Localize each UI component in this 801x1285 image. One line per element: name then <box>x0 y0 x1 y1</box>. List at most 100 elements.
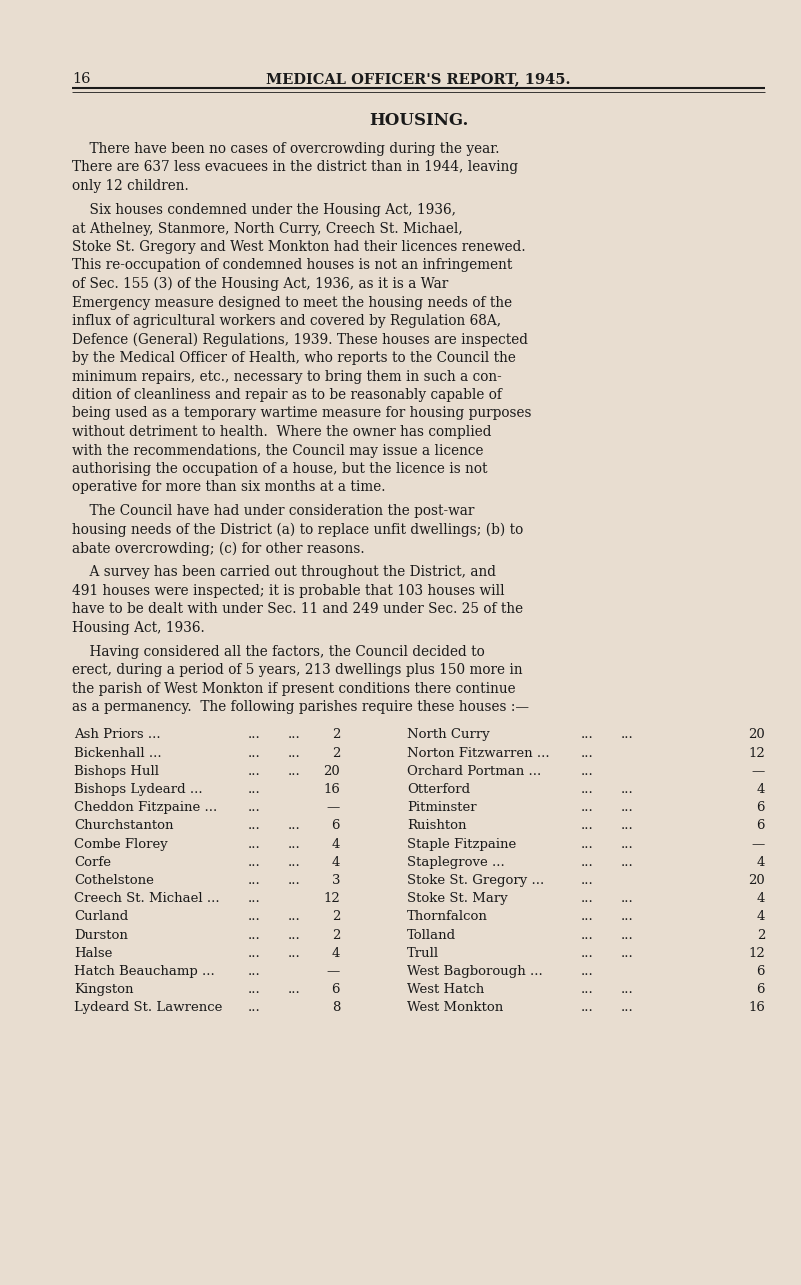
Text: minimum repairs, etc., necessary to bring them in such a con-: minimum repairs, etc., necessary to brin… <box>72 370 501 383</box>
Text: ...: ... <box>248 911 260 924</box>
Text: ...: ... <box>621 856 634 869</box>
Text: as a permanency.  The following parishes require these houses :—: as a permanency. The following parishes … <box>72 700 529 714</box>
Text: ...: ... <box>581 874 594 887</box>
Text: erect, during a period of 5 years, 213 dwellings plus 150 more in: erect, during a period of 5 years, 213 d… <box>72 663 522 677</box>
Text: ...: ... <box>248 892 260 906</box>
Text: being used as a temporary wartime measure for housing purposes: being used as a temporary wartime measur… <box>72 406 532 420</box>
Text: 4: 4 <box>332 838 340 851</box>
Text: Ruishton: Ruishton <box>407 820 466 833</box>
Text: Creech St. Michael ...: Creech St. Michael ... <box>74 892 219 906</box>
Text: only 12 children.: only 12 children. <box>72 179 189 193</box>
Text: 491 houses were inspected; it is probable that 103 houses will: 491 houses were inspected; it is probabl… <box>72 583 505 598</box>
Text: ...: ... <box>581 783 594 797</box>
Text: Durston: Durston <box>74 929 128 942</box>
Text: ...: ... <box>288 911 300 924</box>
Text: 8: 8 <box>332 1001 340 1014</box>
Text: ...: ... <box>288 929 300 942</box>
Text: —: — <box>752 765 765 777</box>
Text: ...: ... <box>248 874 260 887</box>
Text: Pitminster: Pitminster <box>407 802 477 815</box>
Text: 20: 20 <box>748 729 765 741</box>
Text: ...: ... <box>621 947 634 960</box>
Text: Staple Fitzpaine: Staple Fitzpaine <box>407 838 517 851</box>
Text: without detriment to health.  Where the owner has complied: without detriment to health. Where the o… <box>72 425 492 439</box>
Text: Lydeard St. Lawrence: Lydeard St. Lawrence <box>74 1001 223 1014</box>
Text: ...: ... <box>288 983 300 996</box>
Text: ...: ... <box>621 1001 634 1014</box>
Text: ...: ... <box>248 729 260 741</box>
Text: Cothelstone: Cothelstone <box>74 874 154 887</box>
Text: ...: ... <box>621 911 634 924</box>
Text: ...: ... <box>288 765 300 777</box>
Text: of Sec. 155 (3) of the Housing Act, 1936, as it is a War: of Sec. 155 (3) of the Housing Act, 1936… <box>72 278 449 292</box>
Text: ...: ... <box>621 820 634 833</box>
Text: ...: ... <box>248 802 260 815</box>
Text: Six houses condemned under the Housing Act, 1936,: Six houses condemned under the Housing A… <box>72 203 456 217</box>
Text: The Council have had under consideration the post-war: The Council have had under consideration… <box>72 505 474 519</box>
Text: ...: ... <box>248 838 260 851</box>
Text: ...: ... <box>581 747 594 759</box>
Text: ...: ... <box>248 947 260 960</box>
Text: ...: ... <box>621 729 634 741</box>
Text: 3: 3 <box>332 874 340 887</box>
Text: Stoke St. Gregory ...: Stoke St. Gregory ... <box>407 874 544 887</box>
Text: 12: 12 <box>324 892 340 906</box>
Text: North Curry: North Curry <box>407 729 489 741</box>
Text: Defence (General) Regulations, 1939. These houses are inspected: Defence (General) Regulations, 1939. The… <box>72 333 528 347</box>
Text: 2: 2 <box>332 911 340 924</box>
Text: ...: ... <box>581 911 594 924</box>
Text: ...: ... <box>581 820 594 833</box>
Text: ...: ... <box>621 802 634 815</box>
Text: West Hatch: West Hatch <box>407 983 485 996</box>
Text: ...: ... <box>248 965 260 978</box>
Text: ...: ... <box>248 747 260 759</box>
Text: abate overcrowding; (c) for other reasons.: abate overcrowding; (c) for other reason… <box>72 541 364 556</box>
Text: 4: 4 <box>332 856 340 869</box>
Text: ...: ... <box>288 729 300 741</box>
Text: 2: 2 <box>332 747 340 759</box>
Text: HOUSING.: HOUSING. <box>368 112 469 128</box>
Text: 6: 6 <box>756 820 765 833</box>
Text: ...: ... <box>581 838 594 851</box>
Text: Halse: Halse <box>74 947 112 960</box>
Text: A survey has been carried out throughout the District, and: A survey has been carried out throughout… <box>72 565 496 580</box>
Text: 20: 20 <box>324 765 340 777</box>
Text: 12: 12 <box>748 947 765 960</box>
Text: 2: 2 <box>757 929 765 942</box>
Text: ...: ... <box>288 838 300 851</box>
Text: Churchstanton: Churchstanton <box>74 820 174 833</box>
Text: ...: ... <box>581 965 594 978</box>
Text: by the Medical Officer of Health, who reports to the Council the: by the Medical Officer of Health, who re… <box>72 351 516 365</box>
Text: Kingston: Kingston <box>74 983 134 996</box>
Text: There are 637 less evacuees in the district than in 1944, leaving: There are 637 less evacuees in the distr… <box>72 161 518 175</box>
Text: 2: 2 <box>332 729 340 741</box>
Text: ...: ... <box>621 983 634 996</box>
Text: ...: ... <box>288 856 300 869</box>
Text: ...: ... <box>621 892 634 906</box>
Text: Norton Fitzwarren ...: Norton Fitzwarren ... <box>407 747 549 759</box>
Text: dition of cleanliness and repair as to be reasonably capable of: dition of cleanliness and repair as to b… <box>72 388 502 402</box>
Text: ...: ... <box>581 929 594 942</box>
Text: ...: ... <box>621 929 634 942</box>
Text: ...: ... <box>581 1001 594 1014</box>
Text: Stoke St. Mary: Stoke St. Mary <box>407 892 508 906</box>
Text: 20: 20 <box>748 874 765 887</box>
Text: 6: 6 <box>756 983 765 996</box>
Text: ...: ... <box>248 765 260 777</box>
Text: ...: ... <box>621 838 634 851</box>
Text: Thornfalcon: Thornfalcon <box>407 911 488 924</box>
Text: Orchard Portman ...: Orchard Portman ... <box>407 765 541 777</box>
Text: Emergency measure designed to meet the housing needs of the: Emergency measure designed to meet the h… <box>72 296 512 310</box>
Text: —: — <box>327 965 340 978</box>
Text: ...: ... <box>581 765 594 777</box>
Text: ...: ... <box>581 856 594 869</box>
Text: 4: 4 <box>757 856 765 869</box>
Text: Combe Florey: Combe Florey <box>74 838 167 851</box>
Text: ...: ... <box>288 820 300 833</box>
Text: West Monkton: West Monkton <box>407 1001 503 1014</box>
Text: 16: 16 <box>72 72 91 86</box>
Text: Ash Priors ...: Ash Priors ... <box>74 729 161 741</box>
Text: ...: ... <box>581 947 594 960</box>
Text: Bishops Lydeard ...: Bishops Lydeard ... <box>74 783 203 797</box>
Text: ...: ... <box>248 856 260 869</box>
